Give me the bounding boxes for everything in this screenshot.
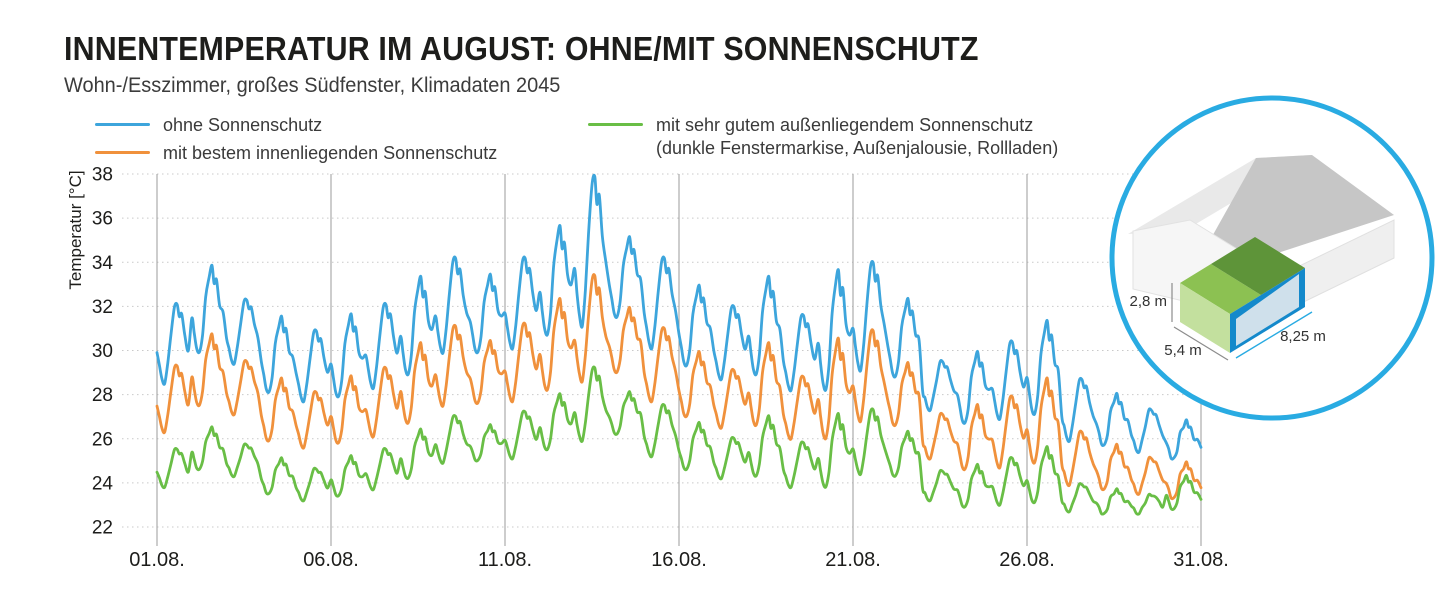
page-subtitle: Wohn-/Esszimmer, großes Südfenster, Klim… — [64, 74, 561, 97]
y-tick-label: 36 — [92, 209, 113, 230]
x-tick-labels: 01.08. 06.08. 11.08. 16.08. 21.08. 26.08. 31.0… — [129, 549, 1229, 571]
series-line-aussenliegender-sonnenschutz — [155, 365, 1203, 516]
x-tick-label: 06.08. — [303, 549, 359, 571]
x-tick-label: 21.08. — [825, 549, 881, 571]
room-window-glass — [1236, 274, 1299, 346]
legend-label: mit bestem innenliegenden Sonnenschutz — [163, 143, 498, 163]
room-top-face-front — [1180, 264, 1261, 314]
dimension-label-width: 8,25 m — [1280, 328, 1326, 345]
y-tick-label: 26 — [92, 429, 113, 450]
house-inset: 2,8 m 5,4 m 8,25 m — [1109, 95, 1435, 421]
y-tick-label: 38 — [92, 165, 113, 186]
legend-swatch-blue-icon — [95, 123, 150, 126]
y-tick-label: 32 — [92, 297, 113, 318]
legend-label-line1: mit sehr gutem außenliegendem Sonnenschu… — [656, 115, 1034, 135]
x-gridlines — [156, 174, 1202, 546]
x-tick-label: 16.08. — [651, 549, 707, 571]
y-tick-label: 22 — [92, 518, 113, 539]
y-tick-label: 24 — [92, 473, 114, 494]
legend-item-ohne-sonnenschutz: ohne Sonnenschutz — [95, 114, 322, 137]
room-left-face — [1180, 283, 1230, 353]
x-tick-label: 01.08. — [129, 549, 185, 571]
legend-label: ohne Sonnenschutz — [163, 115, 323, 135]
dimension-line-width — [1235, 311, 1313, 359]
x-tick-label: 26.08. — [999, 549, 1055, 571]
y-tick-label: 30 — [92, 341, 113, 362]
series-line-innenliegender-sonnenschutz — [155, 273, 1203, 501]
dimension-label-height: 2,8 m — [1129, 293, 1167, 310]
series-line-ohne-sonnenschutz — [155, 173, 1203, 461]
legend-item-innenliegender-sonnenschutz: mit bestem innenliegenden Sonnenschutz — [95, 142, 497, 165]
dimension-line-depth — [1173, 326, 1229, 361]
legend-swatch-green-icon — [588, 123, 643, 126]
y-tick-label: 34 — [92, 253, 114, 274]
room-top-face-back — [1211, 237, 1305, 295]
y-tick-labels: 22 24 26 28 30 32 34 36 38 — [92, 165, 114, 539]
legend-swatch-orange-icon — [95, 151, 150, 154]
x-tick-label: 31.08. — [1173, 549, 1229, 571]
x-tick-label: 11.08. — [478, 549, 532, 571]
y-tick-label: 28 — [92, 385, 113, 406]
page-title: INNENTEMPERATUR IM AUGUST: OHNE/MIT SONN… — [64, 30, 979, 67]
legend-label: mit sehr gutem außenliegendem Sonnenschu… — [656, 114, 1058, 160]
legend-label-line2: (dunkle Fenstermarkise, Außenjalousie, R… — [656, 138, 1059, 159]
dimension-label-depth: 5,4 m — [1164, 342, 1202, 359]
series-lines — [155, 173, 1203, 516]
legend-item-aussenliegender-sonnenschutz: mit sehr gutem außenliegendem Sonnenschu… — [588, 114, 1058, 160]
